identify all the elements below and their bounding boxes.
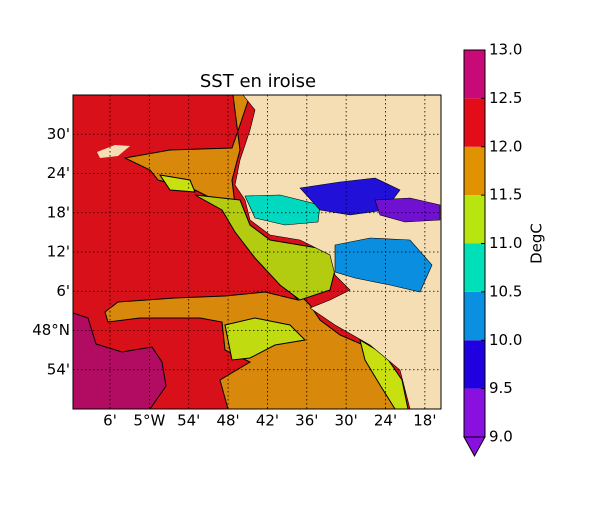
colorbar-tick-label: 9.5 (489, 379, 513, 397)
x-tick-label: 24' (374, 412, 397, 430)
map-frame (72, 94, 442, 410)
colorbar-tick-label: 9.0 (489, 428, 513, 446)
colorbar-band (464, 50, 485, 99)
x-tick-label: 6' (103, 412, 117, 430)
colorbar-band (464, 291, 485, 341)
colorbar-label: DegC (528, 223, 546, 264)
x-tick-label: 36' (295, 412, 318, 430)
colorbar-extend (463, 436, 486, 458)
colorbar-tick-label: 10.0 (489, 331, 522, 349)
y-tick-label: 24' (47, 164, 70, 182)
y-tick-label: 48°N (32, 321, 70, 339)
x-tick-label: 48' (216, 412, 239, 430)
colorbar-tick-label: 10.5 (489, 282, 522, 300)
colorbar-tick-label: 13.0 (489, 41, 522, 59)
colorbar-band (464, 340, 485, 389)
x-tick-label: 54' (177, 412, 200, 430)
colorbar-band (464, 146, 485, 196)
x-tick-label: 18' (413, 412, 436, 430)
x-tick-label: 42' (256, 412, 279, 430)
colorbar-tick-label: 11.5 (489, 186, 522, 204)
x-tick-label: 30' (335, 412, 358, 430)
colorbar-tick-label: 12.0 (489, 137, 522, 155)
colorbar-band (464, 195, 485, 244)
y-tick-label: 12' (47, 243, 70, 261)
colorbar-tick-label: 12.5 (489, 89, 522, 107)
colorbar-band (464, 243, 485, 292)
y-tick-label: 30' (47, 125, 70, 143)
map-title: SST en iroise (200, 71, 316, 92)
y-tick-label: 6' (56, 282, 70, 300)
y-tick-label: 18' (47, 203, 70, 221)
y-tick-label: 54' (47, 360, 70, 378)
colorbar-tick-label: 11.0 (489, 234, 522, 252)
colorbar-band (464, 98, 485, 147)
colorbar-band (464, 388, 485, 437)
x-tick-label: 5°W (133, 412, 165, 430)
